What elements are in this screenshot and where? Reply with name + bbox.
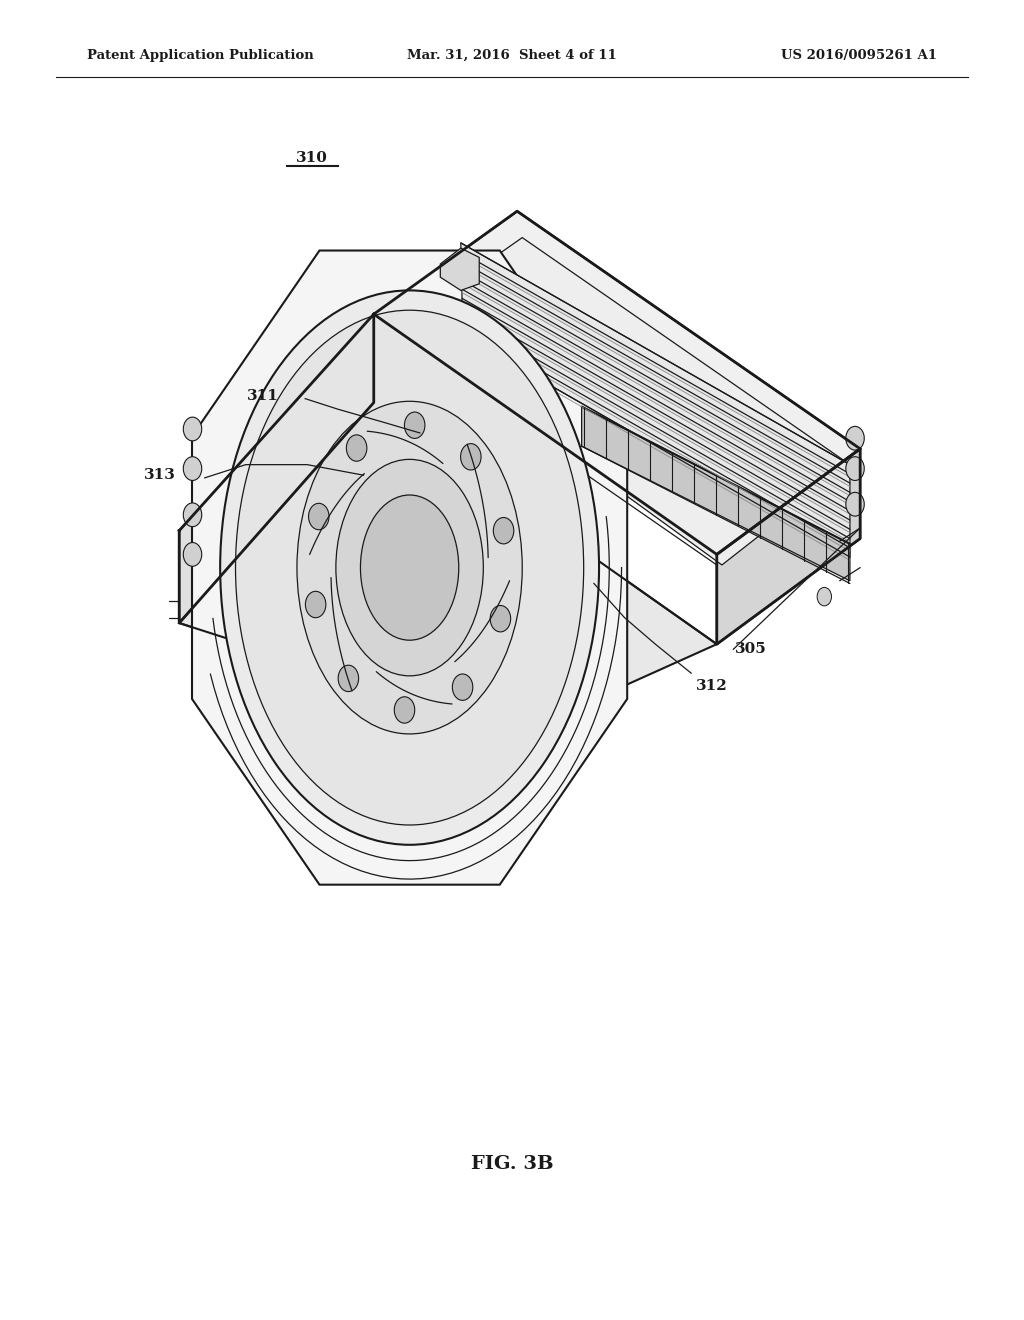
Polygon shape	[179, 314, 374, 623]
Text: 305: 305	[735, 643, 767, 656]
Circle shape	[461, 444, 481, 470]
Ellipse shape	[297, 401, 522, 734]
Circle shape	[846, 426, 864, 450]
Circle shape	[453, 675, 473, 701]
Circle shape	[308, 503, 329, 529]
Circle shape	[183, 543, 202, 566]
Circle shape	[404, 412, 425, 438]
Circle shape	[183, 457, 202, 480]
Ellipse shape	[236, 310, 584, 825]
Ellipse shape	[336, 459, 483, 676]
Circle shape	[394, 697, 415, 723]
Circle shape	[846, 492, 864, 516]
Text: US 2016/0095261 A1: US 2016/0095261 A1	[781, 49, 937, 62]
Circle shape	[846, 457, 864, 480]
Circle shape	[183, 417, 202, 441]
Circle shape	[494, 517, 514, 544]
Text: 313: 313	[144, 469, 176, 482]
Polygon shape	[374, 211, 860, 554]
Text: 311: 311	[247, 389, 279, 403]
Circle shape	[338, 665, 358, 692]
Circle shape	[305, 591, 326, 618]
Text: 310: 310	[296, 152, 329, 165]
Circle shape	[346, 434, 367, 461]
Polygon shape	[440, 248, 479, 290]
Ellipse shape	[360, 495, 459, 640]
Polygon shape	[179, 403, 717, 733]
Text: 312: 312	[696, 680, 728, 693]
Text: FIG. 3B: FIG. 3B	[471, 1155, 553, 1173]
Circle shape	[817, 587, 831, 606]
Polygon shape	[193, 251, 627, 884]
Text: Patent Application Publication: Patent Application Publication	[87, 49, 313, 62]
Text: Mar. 31, 2016  Sheet 4 of 11: Mar. 31, 2016 Sheet 4 of 11	[408, 49, 616, 62]
Polygon shape	[461, 243, 850, 557]
Circle shape	[183, 503, 202, 527]
Polygon shape	[582, 407, 850, 581]
Ellipse shape	[220, 290, 599, 845]
Polygon shape	[394, 238, 850, 565]
Polygon shape	[717, 449, 860, 644]
Polygon shape	[200, 260, 620, 875]
Circle shape	[490, 606, 511, 632]
